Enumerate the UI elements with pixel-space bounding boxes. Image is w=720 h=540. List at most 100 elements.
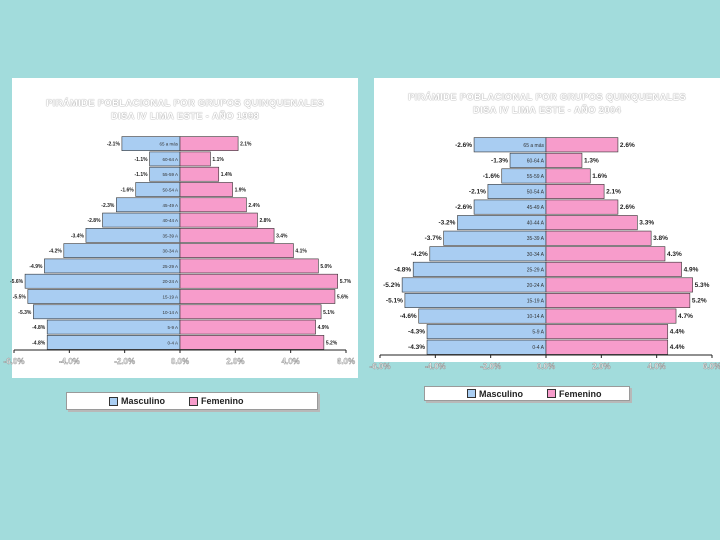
bar-female: [179, 319, 316, 335]
bar-female: [179, 182, 233, 197]
bar-male: [426, 339, 547, 355]
category-label: 5-9 A: [167, 325, 178, 330]
legend-1998: Masculino Femenino: [66, 392, 318, 410]
data-label-female: 3.3%: [639, 220, 654, 227]
data-label-male: -4.8%: [32, 325, 46, 331]
data-label-male: -1.6%: [121, 188, 135, 194]
category-label: 20-24 A: [527, 283, 545, 289]
data-label-male: -4.3%: [408, 344, 425, 351]
x-tick-label: 0.0%: [537, 362, 555, 371]
data-label-male: -4.2%: [49, 249, 63, 255]
bar-female: [545, 168, 591, 184]
data-label-female: 3.4%: [276, 233, 288, 239]
data-label-female: 1.9%: [235, 188, 247, 194]
data-label-female: 5.7%: [340, 279, 352, 285]
x-tick-label: 0.0%: [171, 357, 189, 366]
bar-female: [179, 289, 336, 304]
data-label-male: -4.8%: [394, 266, 411, 273]
data-label-female: 4.4%: [670, 329, 685, 336]
bar-female: [545, 215, 638, 231]
data-label-male: -4.8%: [32, 340, 46, 346]
x-tick-label: 6.0%: [703, 362, 720, 371]
category-label: 25-29 A: [527, 267, 545, 273]
data-label-female: 2.1%: [240, 142, 252, 148]
chart-subtitle-line: DISA IV LIMA ESTE - AÑO 1998: [110, 111, 260, 122]
category-label: 50-54 A: [527, 190, 545, 196]
category-label: 65 a más: [523, 143, 544, 149]
x-tick-label: 4.0%: [282, 357, 300, 366]
legend-item-male: Masculino: [467, 389, 523, 399]
data-label-female: 1.3%: [584, 157, 599, 164]
bar-female: [179, 304, 322, 320]
data-label-female: 5.2%: [692, 298, 707, 305]
legend-2004: Masculino Femenino: [424, 386, 630, 401]
bar-female: [179, 151, 211, 167]
category-label: 20-24 A: [162, 279, 178, 284]
data-label-male: -4.9%: [29, 264, 43, 270]
category-label: 10-14 A: [527, 314, 545, 320]
category-label: 15-19 A: [527, 299, 545, 305]
data-label-female: 5.6%: [337, 295, 349, 301]
legend-swatch-male: [109, 396, 118, 406]
bar-female: [179, 258, 319, 274]
data-label-female: 2.1%: [606, 189, 621, 196]
bar-female: [179, 335, 325, 350]
data-label-female: 4.9%: [318, 325, 330, 331]
x-tick-label: -2.0%: [114, 357, 135, 366]
chart-title-line-1: PIRÁMIDE POBLACIONAL POR GRUPOS QUINQUEN…: [408, 92, 686, 103]
bar-male: [401, 277, 547, 293]
category-label: 35-39 A: [162, 233, 178, 238]
data-label-male: -1.3%: [491, 157, 508, 164]
data-label-female: 4.3%: [667, 251, 682, 258]
category-label: 60-64 A: [527, 158, 545, 164]
x-tick-label: -2.0%: [480, 362, 501, 371]
data-label-male: -3.2%: [438, 220, 455, 227]
category-label: 60-64 A: [162, 157, 178, 162]
bar-female: [545, 246, 666, 262]
x-tick-label: -6.0%: [370, 362, 391, 371]
data-label-female: 4.4%: [670, 344, 685, 351]
category-label: 30-34 A: [527, 252, 545, 258]
data-label-male: -1.1%: [135, 157, 149, 163]
data-label-male: -3.7%: [425, 235, 442, 242]
data-label-male: -2.1%: [469, 189, 486, 196]
bar-female: [179, 243, 294, 258]
legend-swatch-male: [467, 389, 476, 398]
bar-male: [426, 324, 547, 340]
bar-female: [179, 228, 275, 243]
bar-female: [545, 277, 693, 293]
data-label-female: 2.4%: [248, 203, 260, 209]
category-label: 40-44 A: [162, 218, 178, 223]
data-label-female: 1.1%: [212, 157, 224, 163]
data-label-female: 2.8%: [259, 218, 271, 224]
data-label-female: 2.6%: [620, 142, 635, 149]
data-label-female: 1.6%: [592, 173, 607, 180]
category-label: 45-49 A: [527, 205, 545, 211]
data-label-female: 4.1%: [295, 249, 307, 255]
bar-female: [545, 339, 669, 355]
bar-female: [545, 184, 605, 199]
data-label-male: -2.1%: [107, 142, 121, 148]
data-label-female: 4.7%: [678, 313, 693, 320]
category-label: 55-59 A: [527, 174, 545, 180]
category-label: 35-39 A: [527, 236, 545, 242]
data-label-female: 4.9%: [684, 266, 699, 273]
bar-female: [179, 197, 247, 213]
data-label-male: -5.6%: [10, 279, 24, 285]
data-label-male: -2.8%: [87, 218, 101, 224]
category-label: 55-59 A: [162, 172, 178, 177]
legend-item-male: Masculino: [109, 396, 165, 406]
data-label-male: -2.3%: [101, 203, 115, 209]
legend-swatch-female: [189, 396, 199, 406]
bar-female: [179, 136, 239, 151]
data-label-female: 3.8%: [653, 235, 668, 242]
data-label-female: 5.1%: [323, 310, 335, 316]
chart-subtitle-line: DISA IV LIMA ESTE - AÑO 2004: [472, 105, 622, 116]
legend-item-female: Femenino: [547, 389, 602, 399]
legend-label-male: Masculino: [121, 396, 166, 406]
chart-title-line-1: PIRÁMIDE POBLACIONAL POR GRUPOS QUINQUEN…: [46, 98, 324, 109]
category-label: 0-4 A: [532, 345, 544, 351]
x-tick-label: -4.0%: [59, 357, 80, 366]
